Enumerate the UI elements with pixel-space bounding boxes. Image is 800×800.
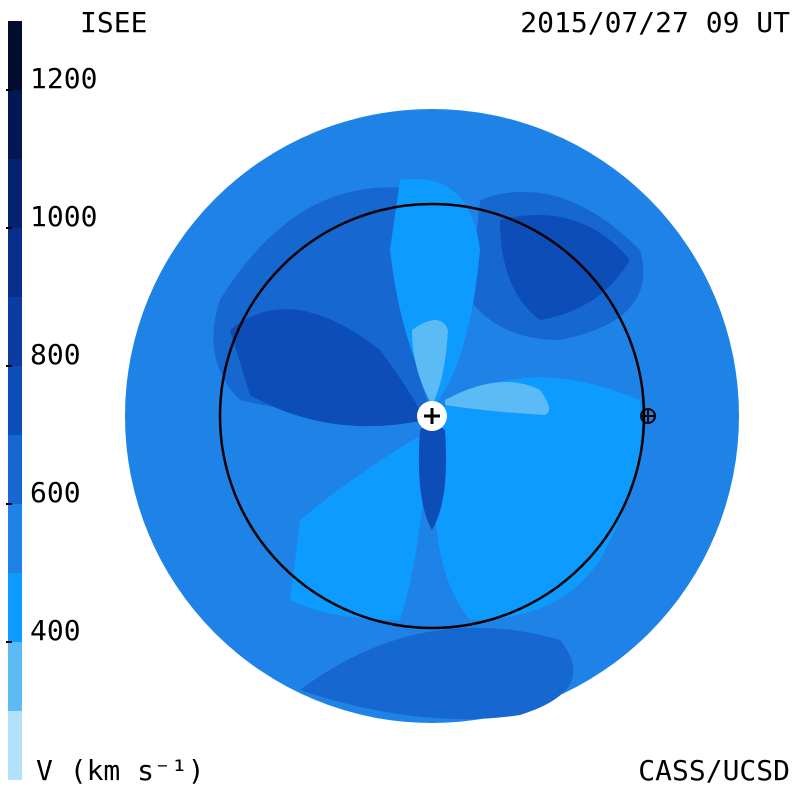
colorbar-tick-label: 1000 (30, 200, 97, 233)
region (300, 627, 574, 720)
region (290, 430, 430, 620)
colorbar-tick-label: 1200 (30, 62, 97, 95)
colorbar-level (8, 504, 22, 573)
region (390, 178, 480, 405)
colorbar-level (8, 573, 22, 642)
colorbar-level (8, 297, 22, 366)
colorbar-level (8, 711, 22, 780)
colorbar-tick-label: 800 (30, 338, 81, 371)
region (500, 215, 630, 320)
colorbar-tick-label: 600 (30, 476, 81, 509)
credit: CASS/UCSD (638, 754, 790, 787)
region (418, 425, 447, 530)
colorbar-level (8, 366, 22, 435)
colorbar-level (8, 21, 22, 90)
title: ISEE (80, 6, 147, 39)
colorbar-level (8, 435, 22, 504)
region (230, 309, 425, 427)
colorbar-level (8, 90, 22, 159)
colorbar-level (8, 159, 22, 228)
velocity-map (125, 109, 739, 723)
colorbar-level (8, 642, 22, 711)
region (445, 382, 549, 415)
timestamp: 2015/07/27 09 UT (520, 6, 790, 39)
colorbar-label: V (km s⁻¹) (36, 754, 205, 787)
earth-marker (641, 409, 655, 423)
colorbar-level (8, 228, 22, 297)
sun-marker (424, 408, 440, 424)
region (412, 320, 448, 405)
colorbar-tick-label: 400 (30, 614, 81, 647)
colorbar: 400 600 800 1000 1200 (6, 21, 97, 780)
